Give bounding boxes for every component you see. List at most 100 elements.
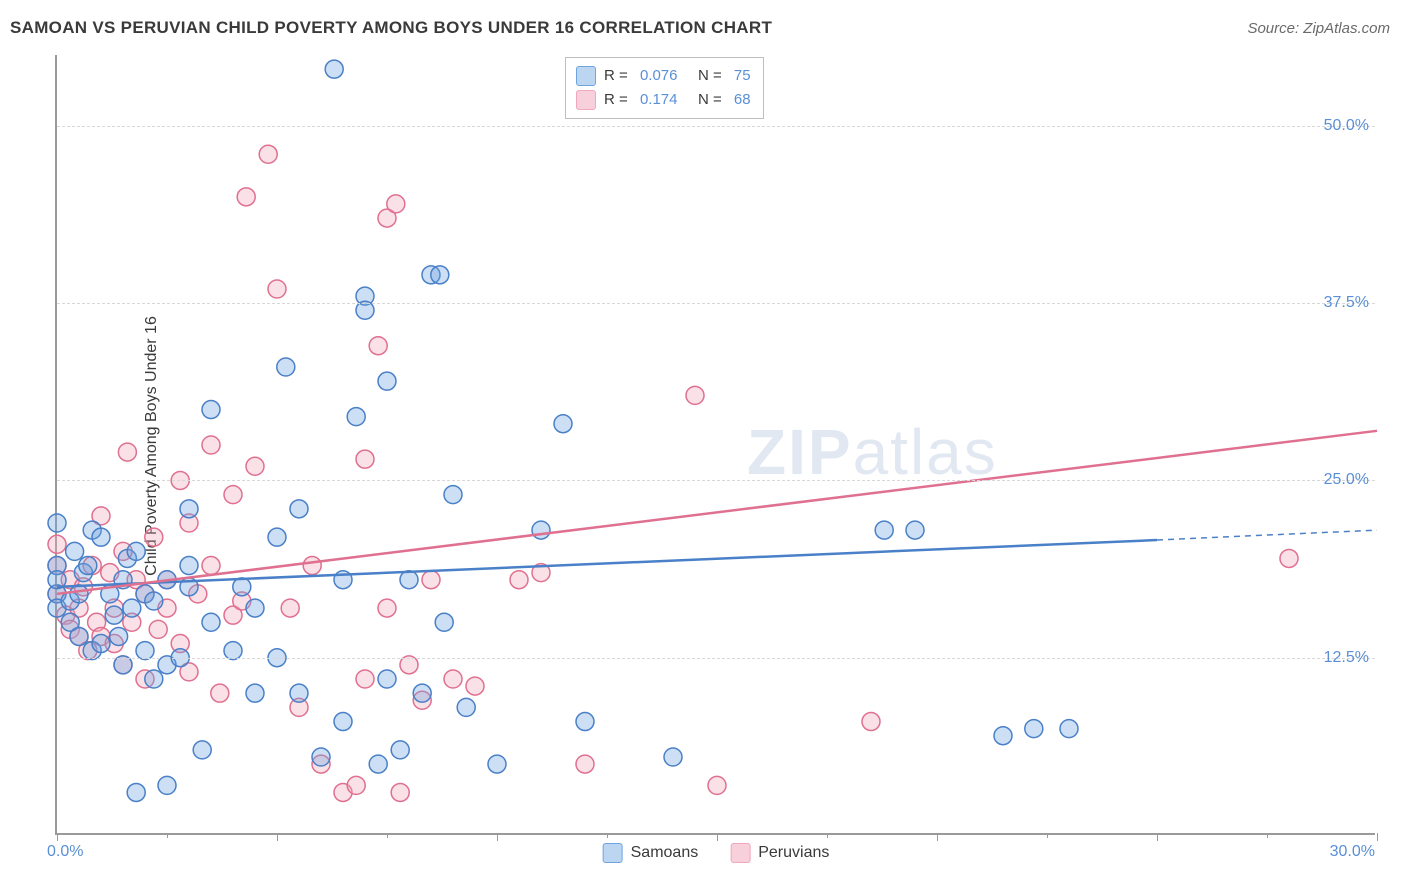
data-point (202, 613, 220, 631)
x-tick-major (717, 833, 718, 841)
data-point (237, 188, 255, 206)
data-point (334, 713, 352, 731)
data-point (686, 386, 704, 404)
data-point (127, 783, 145, 801)
data-point (576, 713, 594, 731)
data-point (369, 337, 387, 355)
data-point (268, 528, 286, 546)
data-point (347, 408, 365, 426)
data-point (48, 514, 66, 532)
data-point (202, 401, 220, 419)
data-point (356, 450, 374, 468)
data-point (123, 599, 141, 617)
x-tick-major (1377, 833, 1378, 841)
data-point (347, 776, 365, 794)
legend-n-label: N = (685, 88, 725, 112)
data-point (233, 578, 251, 596)
data-point (444, 670, 462, 688)
data-point (378, 670, 396, 688)
data-point (202, 557, 220, 575)
data-point (413, 684, 431, 702)
x-tick-minor (827, 833, 828, 838)
data-point (127, 542, 145, 560)
data-point (325, 60, 343, 78)
legend-item: Peruvians (730, 843, 829, 863)
data-point (70, 627, 88, 645)
data-point (1280, 549, 1298, 567)
data-point (312, 748, 330, 766)
data-point (369, 755, 387, 773)
y-tick-label: 25.0% (1324, 471, 1369, 489)
data-point (457, 698, 475, 716)
data-point (158, 776, 176, 794)
grid-line (57, 480, 1375, 481)
correlation-legend: R = 0.076 N = 75R = 0.174 N = 68 (565, 57, 764, 119)
data-point (66, 542, 84, 560)
data-point (664, 748, 682, 766)
y-tick-label: 37.5% (1324, 294, 1369, 312)
data-point (92, 635, 110, 653)
grid-line (57, 126, 1375, 127)
data-point (444, 486, 462, 504)
data-point (211, 684, 229, 702)
data-point (576, 755, 594, 773)
x-tick-minor (387, 833, 388, 838)
legend-n-value: 75 (734, 64, 751, 88)
regression-line (57, 540, 1157, 587)
x-tick-minor (1267, 833, 1268, 838)
data-point (202, 436, 220, 454)
data-point (246, 457, 264, 475)
plot-area: ZIPatlas R = 0.076 N = 75R = 0.174 N = 6… (55, 55, 1375, 835)
x-tick-minor (1047, 833, 1048, 838)
legend-row: R = 0.174 N = 68 (576, 88, 751, 112)
data-point (246, 684, 264, 702)
data-point (290, 500, 308, 518)
data-point (118, 443, 136, 461)
data-point (48, 535, 66, 553)
legend-label: Samoans (631, 844, 699, 862)
x-tick-major (937, 833, 938, 841)
data-point (378, 599, 396, 617)
x-tick-minor (607, 833, 608, 838)
data-point (193, 741, 211, 759)
data-point (145, 670, 163, 688)
data-point (268, 280, 286, 298)
data-point (435, 613, 453, 631)
data-point (105, 606, 123, 624)
data-point (554, 415, 572, 433)
data-point (488, 755, 506, 773)
legend-swatch (730, 843, 750, 863)
grid-line (57, 303, 1375, 304)
data-point (180, 500, 198, 518)
x-tick-major (277, 833, 278, 841)
data-point (303, 557, 321, 575)
data-point (92, 528, 110, 546)
data-point (277, 358, 295, 376)
data-point (862, 713, 880, 731)
legend-swatch (603, 843, 623, 863)
data-point (290, 684, 308, 702)
data-point (281, 599, 299, 617)
x-tick-major (1157, 833, 1158, 841)
data-point (110, 627, 128, 645)
data-point (391, 741, 409, 759)
data-point (70, 585, 88, 603)
x-tick-minor (167, 833, 168, 838)
legend-item: Samoans (603, 843, 699, 863)
data-point (994, 727, 1012, 745)
data-point (356, 670, 374, 688)
legend-n-value: 68 (734, 88, 751, 112)
data-point (387, 195, 405, 213)
chart-title: SAMOAN VS PERUVIAN CHILD POVERTY AMONG B… (10, 18, 772, 38)
x-tick-major (57, 833, 58, 841)
data-point (391, 783, 409, 801)
regression-line-extension (1157, 530, 1377, 540)
data-point (422, 571, 440, 589)
source-label: Source: ZipAtlas.com (1247, 20, 1390, 37)
data-point (532, 521, 550, 539)
data-point (1060, 720, 1078, 738)
regression-line (57, 431, 1377, 594)
data-point (378, 372, 396, 390)
plot-svg (57, 55, 1375, 833)
legend-swatch (576, 90, 596, 110)
